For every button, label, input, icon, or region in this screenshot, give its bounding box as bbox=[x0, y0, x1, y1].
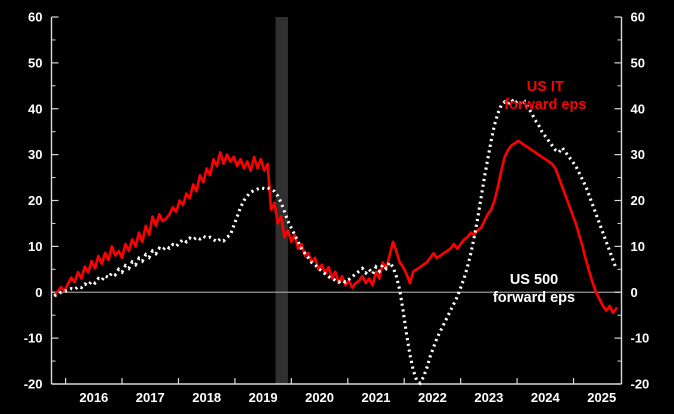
annotation-us-500-forward-eps: US 500 forward eps bbox=[492, 272, 576, 306]
y-axis-label-right: -20 bbox=[631, 377, 650, 392]
y-axis-label-left: -10 bbox=[24, 331, 43, 346]
x-axis-label: 2019 bbox=[249, 390, 278, 405]
annotation-us-it-forward-eps: US IT forward eps bbox=[504, 79, 587, 114]
x-axis-label: 2023 bbox=[474, 390, 503, 405]
y-axis-label-right: -10 bbox=[631, 331, 650, 346]
x-axis-label: 2016 bbox=[79, 390, 108, 405]
series-line-us-500-forward-eps bbox=[53, 97, 618, 386]
y-axis-label-right: 10 bbox=[631, 239, 645, 254]
y-axis-label-right: 0 bbox=[631, 285, 638, 300]
y-axis-label-right: 50 bbox=[631, 55, 645, 70]
y-axis-label-left: 0 bbox=[35, 285, 42, 300]
y-axis-label-left: 10 bbox=[28, 239, 42, 254]
x-axis-label: 2020 bbox=[305, 390, 334, 405]
y-axis-label-left: 50 bbox=[28, 55, 42, 70]
y-axis-label-right: 60 bbox=[631, 10, 645, 25]
x-axis-label: 2024 bbox=[531, 390, 561, 405]
axes-group bbox=[50, 16, 623, 385]
y-axis-label-right: 30 bbox=[631, 147, 645, 162]
series-line-us-it-forward-eps bbox=[53, 139, 618, 315]
x-axis-label: 2022 bbox=[418, 390, 447, 405]
y-axis-label-right: 40 bbox=[631, 101, 645, 116]
y-axis-label-left: 60 bbox=[28, 10, 42, 25]
y-axis-label-left: 40 bbox=[28, 101, 42, 116]
y-axis-label-right: 20 bbox=[631, 193, 645, 208]
x-axis-label: 2021 bbox=[362, 390, 391, 405]
x-axis-label: 2017 bbox=[136, 390, 165, 405]
y-axis-label-left: 30 bbox=[28, 147, 42, 162]
y-axis-label-left: 20 bbox=[28, 193, 42, 208]
x-axis-label: 2018 bbox=[192, 390, 221, 405]
x-axis-label: 2025 bbox=[587, 390, 616, 405]
series-group bbox=[53, 97, 618, 386]
y-axis-label-left: -20 bbox=[24, 377, 43, 392]
